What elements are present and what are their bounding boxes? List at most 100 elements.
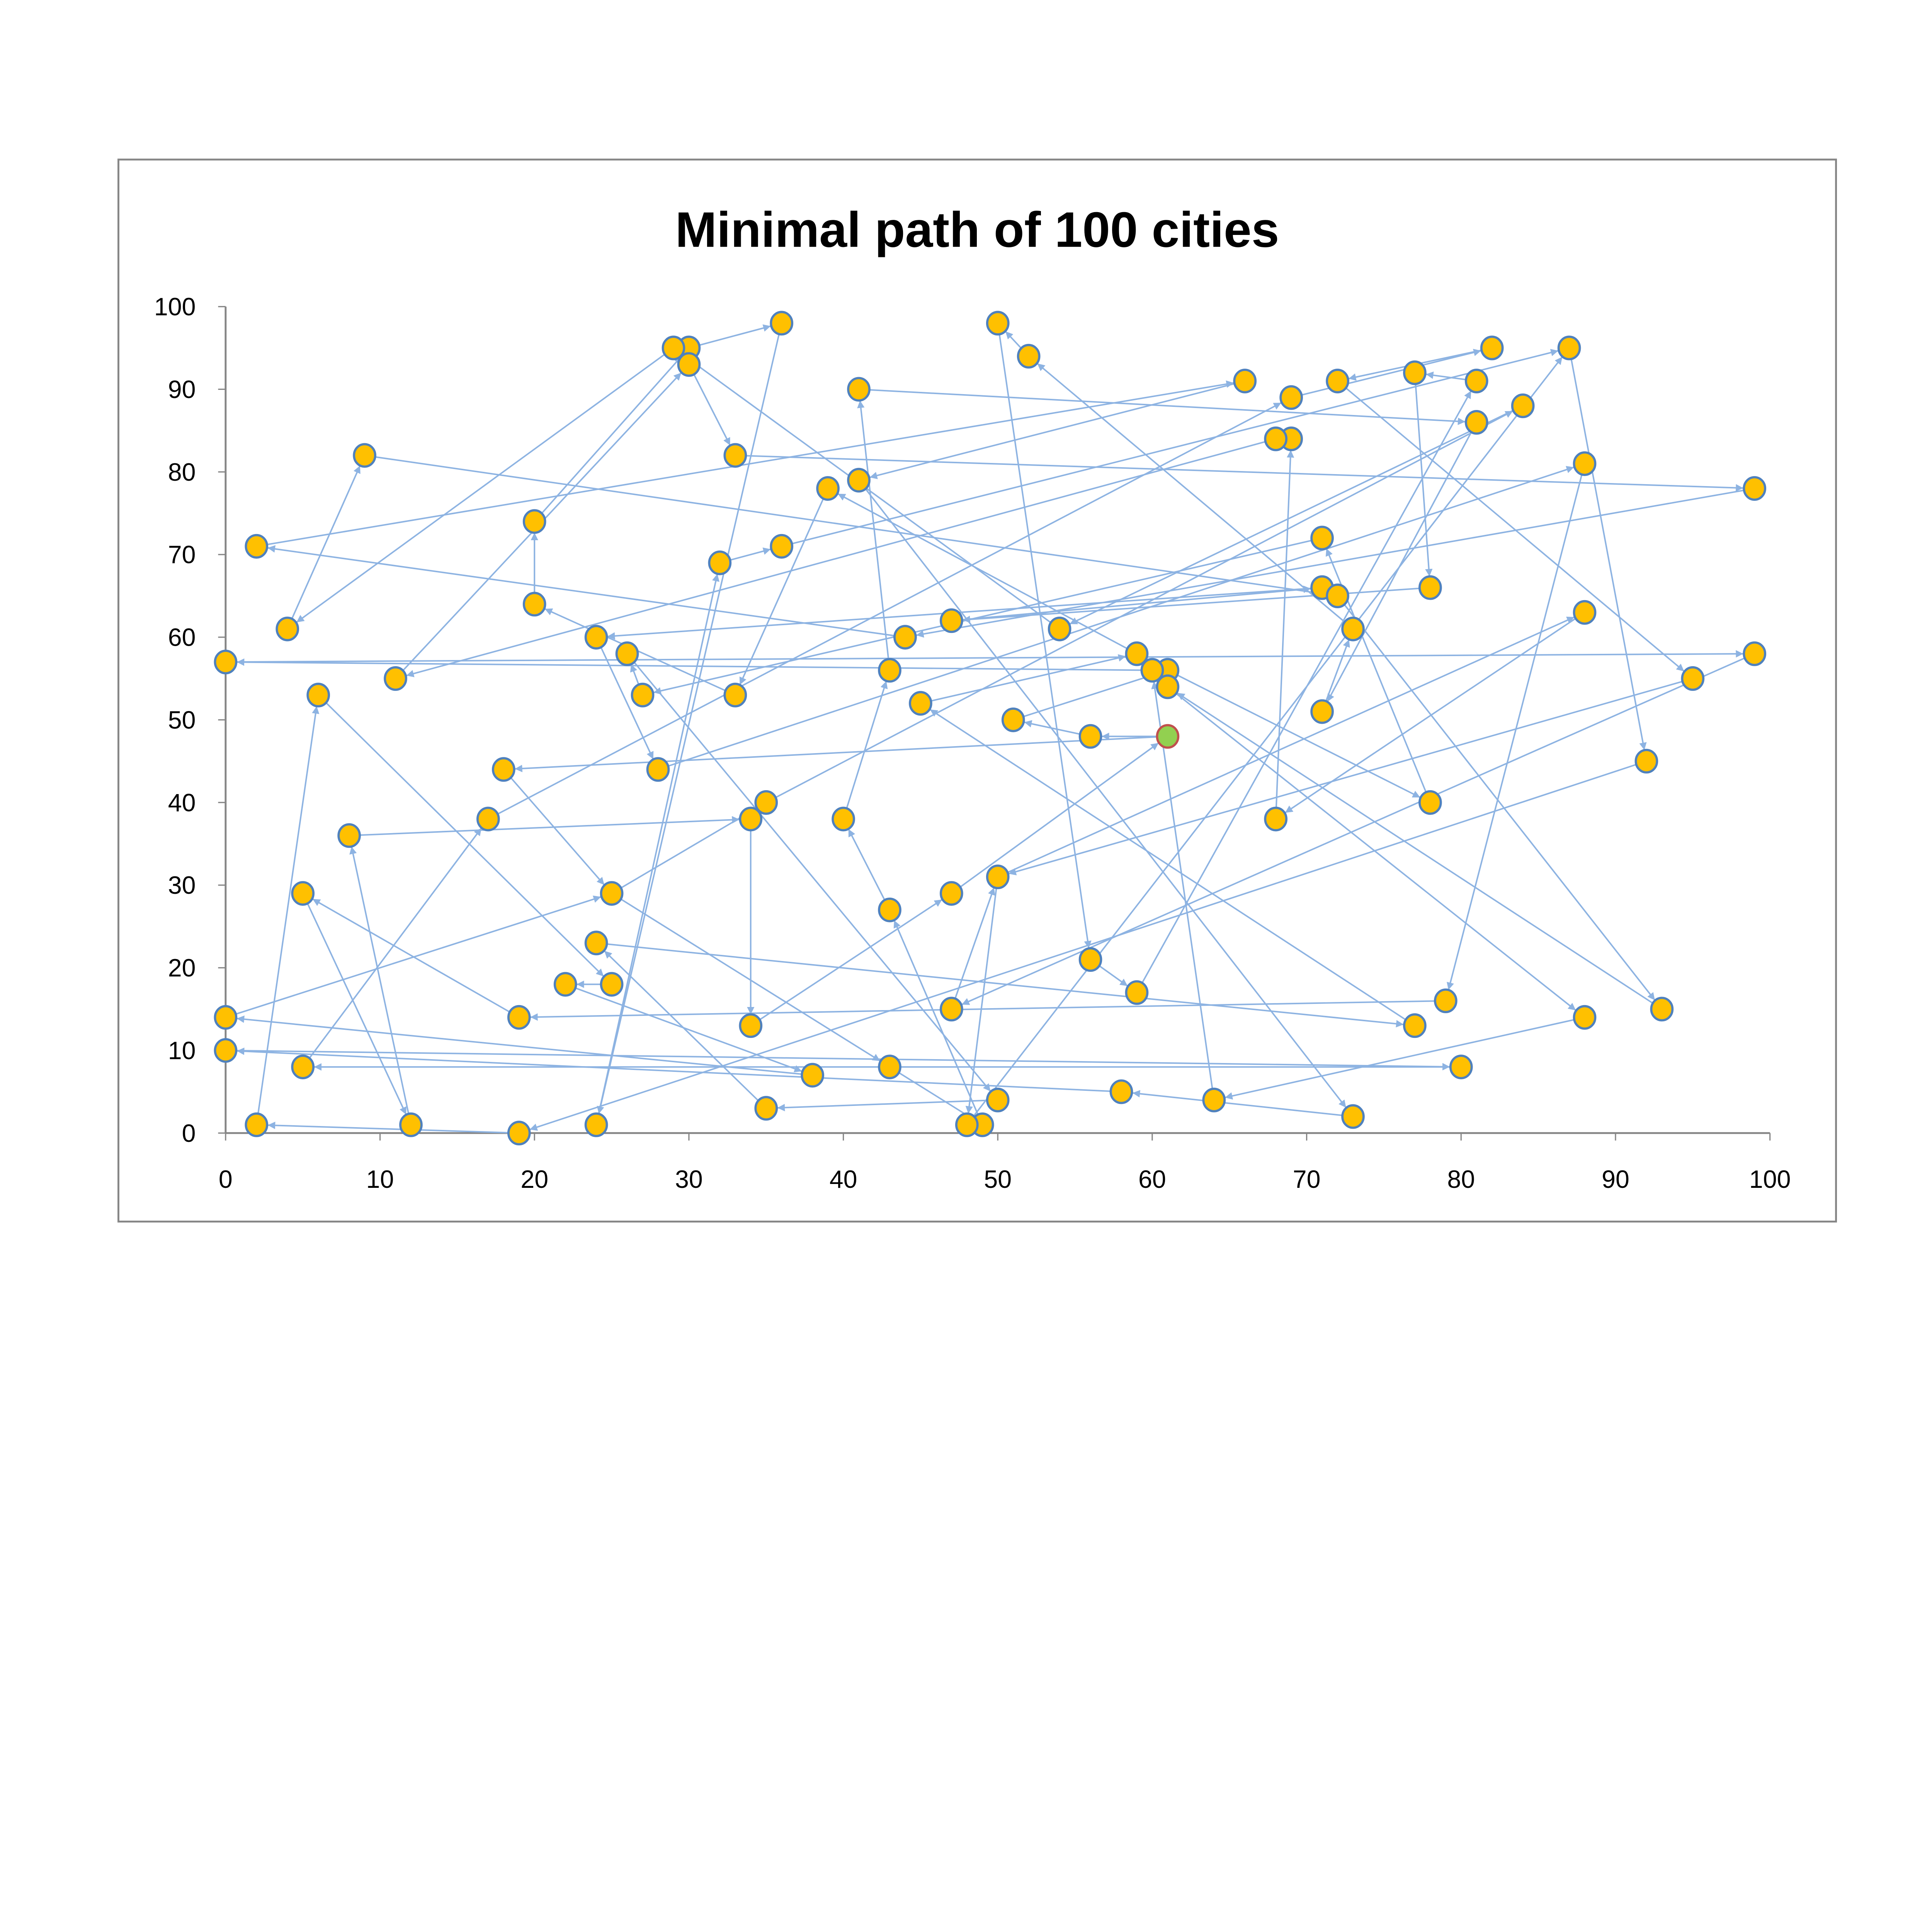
path-edge bbox=[1291, 349, 1481, 398]
city-point bbox=[1326, 583, 1349, 609]
path-edge bbox=[837, 493, 1137, 655]
path-edge bbox=[318, 694, 604, 977]
city-point bbox=[1078, 947, 1102, 972]
city-point bbox=[1233, 369, 1257, 393]
path-edge bbox=[225, 895, 602, 1018]
path-edge bbox=[349, 846, 412, 1125]
path-edge bbox=[1136, 390, 1472, 993]
path-edge bbox=[858, 480, 1347, 1108]
city-point bbox=[893, 625, 917, 650]
city-point bbox=[770, 534, 794, 559]
chart-title: Minimal path of 100 cities bbox=[675, 202, 1279, 258]
path-edge bbox=[929, 709, 1415, 1026]
path-edge bbox=[689, 324, 771, 349]
x-tick-label: 100 bbox=[1749, 1165, 1791, 1193]
path-edge bbox=[1069, 405, 1523, 625]
path-edge bbox=[951, 585, 1311, 622]
x-tick-label: 50 bbox=[984, 1165, 1012, 1193]
city-point bbox=[1125, 641, 1149, 666]
city-point bbox=[816, 476, 840, 501]
city-point bbox=[1078, 724, 1102, 749]
city-point bbox=[1017, 344, 1041, 369]
path-edge bbox=[688, 364, 731, 446]
city-point bbox=[291, 1055, 315, 1080]
city-point bbox=[986, 864, 1010, 890]
path-edge bbox=[1337, 595, 1656, 1001]
city-point bbox=[1125, 980, 1149, 1005]
city-point bbox=[1326, 369, 1349, 393]
y-tick-label: 90 bbox=[168, 376, 196, 403]
path-edge bbox=[1337, 380, 1685, 672]
city-point bbox=[615, 641, 639, 666]
x-tick-label: 60 bbox=[1138, 1165, 1166, 1193]
city-point bbox=[739, 1013, 763, 1038]
city-point bbox=[1573, 451, 1597, 476]
path-edge bbox=[1568, 348, 1647, 750]
x-tick-label: 0 bbox=[219, 1165, 233, 1193]
path-edge bbox=[302, 893, 407, 1115]
path-edge bbox=[595, 637, 654, 760]
y-tick-label: 20 bbox=[168, 954, 196, 982]
city-point bbox=[940, 608, 963, 633]
city-point bbox=[584, 930, 608, 956]
path-edge bbox=[777, 1099, 998, 1112]
city-point bbox=[1464, 369, 1488, 393]
y-tick-label: 30 bbox=[168, 871, 196, 899]
city-points bbox=[214, 311, 1766, 1146]
city-point bbox=[1279, 385, 1303, 410]
city-point bbox=[584, 625, 608, 650]
axes: 0 10 20 30 40 50 60 70 80 90 100 0 10 20 30 40 50 60 70 80 9… bbox=[154, 293, 1791, 1193]
city-point bbox=[878, 658, 901, 683]
city-point bbox=[600, 881, 624, 906]
city-point bbox=[492, 757, 515, 782]
path-edge bbox=[916, 488, 1755, 638]
y-tick-label: 100 bbox=[154, 293, 196, 321]
path-edge bbox=[286, 465, 361, 629]
y-tick-label: 10 bbox=[168, 1037, 196, 1065]
path-edge bbox=[848, 828, 891, 910]
city-point bbox=[847, 468, 871, 493]
path-edge bbox=[1151, 681, 1215, 1100]
path-edge bbox=[1132, 1090, 1353, 1118]
x-tick-label: 80 bbox=[1447, 1165, 1475, 1193]
city-point bbox=[1434, 988, 1458, 1013]
city-point bbox=[1109, 1079, 1133, 1104]
path-edge bbox=[889, 1066, 973, 1120]
city-point bbox=[955, 1112, 979, 1137]
path-edge bbox=[604, 950, 767, 1109]
path-edge bbox=[997, 323, 1092, 949]
path-edge bbox=[607, 587, 1322, 640]
path-edge bbox=[596, 942, 1404, 1027]
city-point bbox=[631, 682, 655, 708]
path-edge bbox=[236, 658, 1152, 671]
city-point bbox=[1480, 335, 1504, 361]
city-point bbox=[276, 616, 299, 641]
city-point bbox=[384, 666, 407, 691]
city-point bbox=[245, 1112, 269, 1137]
city-point bbox=[584, 1112, 608, 1137]
path-edge bbox=[1414, 373, 1433, 577]
city-point bbox=[1264, 806, 1287, 832]
city-point bbox=[940, 881, 963, 906]
path-edge bbox=[256, 380, 1234, 547]
city-point bbox=[1341, 1104, 1365, 1129]
path-edge bbox=[565, 983, 803, 1072]
city-point bbox=[1511, 393, 1535, 418]
path-edge bbox=[1284, 612, 1585, 814]
path-edge bbox=[997, 616, 1575, 878]
city-point bbox=[522, 509, 546, 534]
city-point bbox=[677, 352, 701, 377]
city-point bbox=[507, 1005, 531, 1030]
path-edge bbox=[267, 1121, 519, 1134]
path-edge bbox=[893, 920, 983, 1125]
city-point bbox=[553, 972, 577, 997]
city-point bbox=[306, 682, 330, 708]
city-point bbox=[1156, 674, 1180, 699]
path-edge bbox=[951, 887, 995, 1010]
path-edge bbox=[1167, 669, 1421, 798]
path-edge bbox=[739, 488, 829, 685]
chart: Minimal path of 100 cities 0 10 20 30 40 50 60… bbox=[117, 158, 1837, 1223]
y-tick-label: 60 bbox=[168, 624, 196, 651]
city-point bbox=[1464, 410, 1488, 435]
path-edge bbox=[857, 400, 891, 670]
